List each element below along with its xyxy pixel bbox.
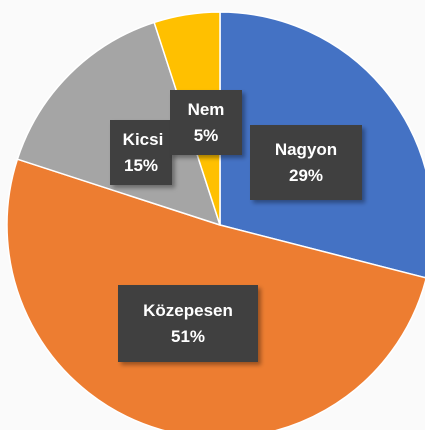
data-label-name: Közepesen <box>143 301 233 320</box>
data-label-value: 29% <box>289 166 323 185</box>
data-label-value: 15% <box>124 156 158 175</box>
data-label-value: 5% <box>194 126 219 145</box>
data-label-box <box>118 285 258 362</box>
data-label-value: 51% <box>171 327 205 346</box>
data-label-name: Nem <box>188 100 225 119</box>
data-label-box <box>250 125 362 200</box>
data-label-name: Nagyon <box>275 140 337 159</box>
data-label-box <box>110 120 172 185</box>
data-label-box <box>170 90 242 155</box>
data-label-name: Kicsi <box>123 130 164 149</box>
